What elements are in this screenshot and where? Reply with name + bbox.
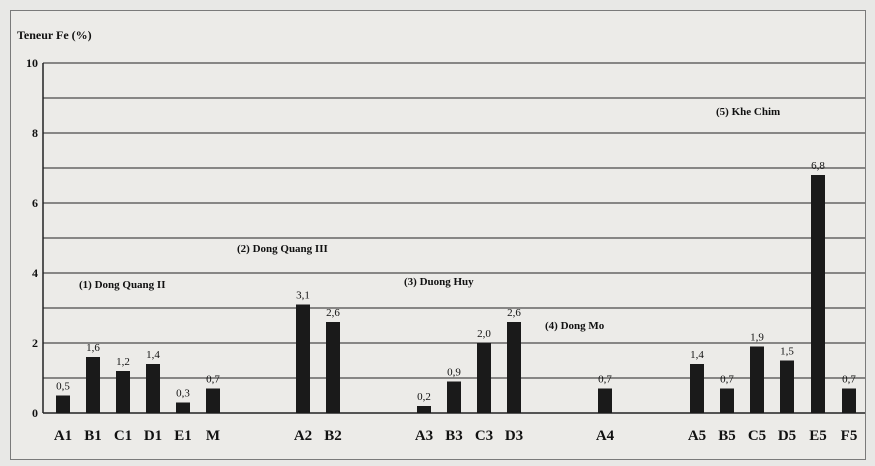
value-label: 1,9 <box>750 332 764 344</box>
x-tick-label: E5 <box>809 428 827 444</box>
value-label: 1,5 <box>780 346 794 358</box>
x-tick-label: C3 <box>475 428 493 444</box>
x-tick-label: A5 <box>688 428 706 444</box>
group-label: (2) Dong Quang III <box>237 243 328 255</box>
group-label: (4) Dong Mo <box>545 320 605 332</box>
value-label: 0,3 <box>176 388 190 400</box>
x-tick-label: B2 <box>324 428 342 444</box>
bar-b1 <box>86 357 100 413</box>
value-label: 2,0 <box>477 328 491 340</box>
value-label: 1,6 <box>86 342 100 354</box>
bar-d5 <box>780 360 794 413</box>
bar-c3 <box>477 343 491 413</box>
x-tick-label: A2 <box>294 428 312 444</box>
value-label: 3,1 <box>296 290 310 302</box>
bar-b3 <box>447 381 461 413</box>
x-tick-label: F5 <box>841 428 858 444</box>
bar-a2 <box>296 304 310 413</box>
bar-e1 <box>176 402 190 413</box>
bar-d3 <box>507 322 521 413</box>
bar-a4 <box>598 388 612 413</box>
x-tick-label: A4 <box>596 428 615 444</box>
bar-f5 <box>842 388 856 413</box>
value-label: 2,6 <box>507 307 521 319</box>
value-label: 0,7 <box>842 374 856 386</box>
group-label: (3) Duong Huy <box>404 276 474 288</box>
value-label: 0,9 <box>447 367 461 379</box>
bar-b5 <box>720 388 734 413</box>
bar-m <box>206 388 220 413</box>
x-tick-label: A1 <box>54 428 72 444</box>
x-tick-label: C1 <box>114 428 132 444</box>
x-tick-label: D3 <box>505 428 523 444</box>
bar-b2 <box>326 322 340 413</box>
chart-frame: Teneur Fe (%) 0 2 4 6 8 10 0,5 1,6 1,2 1,4 0,3 0,7… <box>10 10 866 460</box>
y-tick-label: 8 <box>32 126 38 140</box>
y-tick-label: 10 <box>26 56 38 70</box>
bar-a3 <box>417 406 431 413</box>
x-tick-label: C5 <box>748 428 766 444</box>
value-label: 6,8 <box>811 160 825 172</box>
bar-a1 <box>56 395 70 413</box>
y-tick-label: 4 <box>32 266 38 280</box>
group-label: (5) Khe Chim <box>716 106 780 118</box>
value-label: 0,7 <box>206 374 220 386</box>
value-label: 1,2 <box>116 356 130 368</box>
x-tick-label: E1 <box>174 428 192 444</box>
bar-c1 <box>116 371 130 413</box>
value-label: 1,4 <box>146 349 160 361</box>
iron-content-bar-chart: Teneur Fe (%) 0 2 4 6 8 10 0,5 1,6 1,2 1,4 0,3 0,7… <box>17 28 865 444</box>
x-tick-label: B5 <box>718 428 736 444</box>
value-label: 1,4 <box>690 349 704 361</box>
value-label: 0,7 <box>720 374 734 386</box>
y-tick-label: 2 <box>32 336 38 350</box>
y-tick-label: 0 <box>32 406 38 420</box>
value-label: 2,6 <box>326 307 340 319</box>
x-tick-label: D5 <box>778 428 796 444</box>
value-label: 0,5 <box>56 381 70 393</box>
x-tick-label: A3 <box>415 428 433 444</box>
y-tick-label: 6 <box>32 196 38 210</box>
x-tick-label: M <box>206 428 220 444</box>
bar-d1 <box>146 364 160 413</box>
bar-c5 <box>750 346 764 413</box>
x-tick-label: D1 <box>144 428 162 444</box>
x-tick-label: B1 <box>84 428 102 444</box>
x-tick-label: B3 <box>445 428 463 444</box>
value-label: 0,7 <box>598 374 612 386</box>
value-label: 0,2 <box>417 391 431 403</box>
group-label: (1) Dong Quang II <box>79 279 166 291</box>
bar-e5 <box>811 175 825 413</box>
bar-a5 <box>690 364 704 413</box>
y-axis-label: Teneur Fe (%) <box>17 28 92 42</box>
